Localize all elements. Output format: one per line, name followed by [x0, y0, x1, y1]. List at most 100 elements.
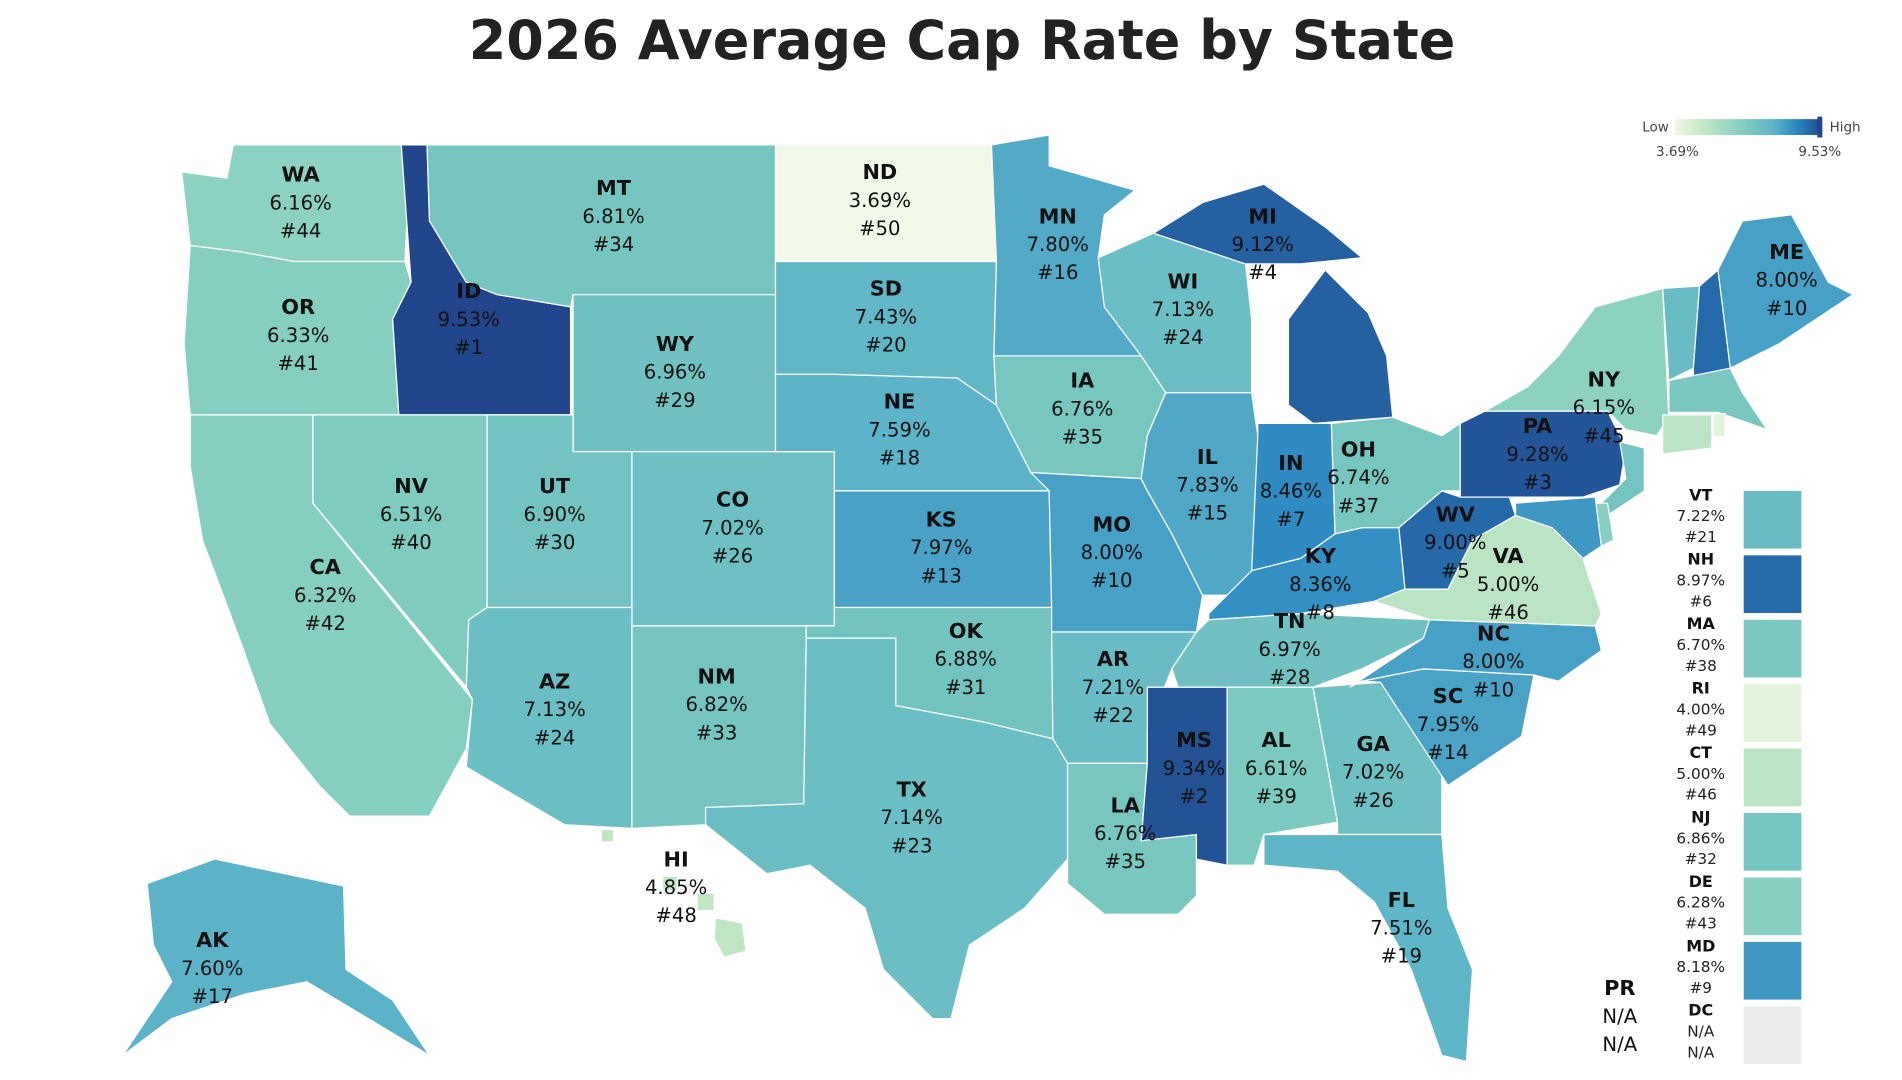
chart-title: 2026 Average Cap Rate by State: [469, 9, 1456, 72]
state-shape: [1712, 412, 1726, 438]
state-labels: WA 6.16% #44 OR 6.33% #41 CA 6.32% #42 ID 9.53% #1 M…: [181, 160, 1818, 1064]
state-rank: #48: [655, 904, 696, 927]
state-code: GA: [1356, 732, 1390, 756]
state-code: WA: [282, 163, 321, 187]
state-shape: [704, 637, 1069, 1020]
state-rank: #17: [192, 985, 233, 1008]
state-shape: [1668, 367, 1769, 431]
state-code: PA: [1523, 414, 1553, 438]
state-code: UT: [539, 474, 571, 498]
state-code: AR: [1097, 647, 1129, 671]
state-code: ME: [1769, 240, 1804, 264]
state-value: 6.61%: [1245, 757, 1307, 780]
state-rank: #41: [277, 352, 318, 375]
callout-swatch: [1743, 555, 1802, 614]
state-value: 9.28%: [1506, 443, 1568, 466]
callout-code: NJ: [1691, 807, 1710, 826]
state-rank: #20: [865, 334, 906, 357]
state-code: IN: [1278, 451, 1303, 475]
callout-value: 4.00%: [1676, 700, 1725, 718]
state-value: 7.83%: [1176, 474, 1238, 497]
state-code: WY: [656, 332, 695, 356]
state-code: KY: [1305, 544, 1337, 568]
state-value: 7.43%: [855, 305, 917, 328]
state-value: 6.74%: [1327, 466, 1389, 489]
state-rank: #34: [593, 233, 634, 256]
callout-swatch: [1743, 813, 1802, 871]
callout-swatch: [1743, 684, 1802, 742]
state-code: NM: [698, 664, 736, 688]
state-value: 5.00%: [1477, 573, 1539, 596]
state-value: 7.59%: [868, 418, 930, 441]
state-rank: #19: [1381, 945, 1422, 968]
state-shape: [1662, 414, 1713, 455]
state-value: 7.60%: [181, 957, 243, 980]
state-code: MO: [1092, 512, 1131, 536]
state-code: LA: [1111, 793, 1141, 817]
state-value: 6.16%: [269, 191, 331, 214]
state-code: TN: [1274, 609, 1306, 633]
callout-rank: #38: [1685, 657, 1717, 675]
state-value: 8.36%: [1289, 573, 1351, 596]
state-shape: [1482, 287, 1670, 437]
callout-rank: N/A: [1687, 1043, 1715, 1061]
state-value: 7.13%: [523, 698, 585, 721]
state-value: 9.53%: [438, 308, 500, 331]
state-rank: #44: [280, 219, 321, 242]
state-rank: #40: [390, 531, 431, 554]
state-rank: #35: [1062, 426, 1103, 449]
state-rank: #35: [1105, 850, 1146, 873]
callout-swatch: [1743, 877, 1802, 936]
callout-code: RI: [1692, 679, 1710, 698]
state-code: SC: [1433, 684, 1463, 708]
state-code: AK: [196, 928, 229, 952]
state-code: MI: [1248, 204, 1277, 228]
state-value: N/A: [1602, 1005, 1637, 1028]
state-value: 6.82%: [685, 693, 747, 716]
callout-rank: #32: [1685, 850, 1717, 868]
state-rank: #3: [1523, 471, 1552, 494]
state-rank: #42: [304, 612, 345, 635]
callout-value: N/A: [1687, 1023, 1715, 1041]
legend: Low High 3.69% 9.53%: [1642, 116, 1861, 160]
state-code: NE: [884, 390, 916, 414]
state-value: 7.02%: [1342, 761, 1404, 784]
state-rank: #23: [891, 834, 932, 857]
legend-marker: [1817, 116, 1823, 138]
state-code: KS: [926, 507, 957, 531]
state-rank: #1: [454, 336, 483, 359]
callout-code: MD: [1686, 936, 1715, 955]
state-rank: #33: [696, 721, 737, 744]
state-rank: #18: [879, 447, 920, 470]
state-code: MN: [1039, 204, 1077, 228]
callout-swatch: [1743, 619, 1802, 678]
callout-rank: #46: [1685, 786, 1717, 804]
state-rank: #26: [712, 545, 753, 568]
state-shape: [600, 828, 747, 958]
state-value: 6.88%: [935, 648, 997, 671]
state-code: NV: [394, 474, 428, 498]
state-rank: #5: [1441, 559, 1470, 582]
state-value: 8.00%: [1755, 269, 1817, 292]
state-value: 7.13%: [1152, 298, 1214, 321]
state-value: 4.85%: [645, 876, 707, 899]
state-code: HI: [664, 847, 689, 871]
state-code: ID: [456, 279, 481, 303]
state-code: ND: [862, 160, 897, 184]
state-rank: #50: [859, 217, 900, 240]
state-value: 6.76%: [1094, 822, 1156, 845]
state-rank: #4: [1248, 261, 1277, 284]
state-code: IL: [1197, 445, 1218, 469]
state-code: AL: [1261, 728, 1290, 752]
state-code: FL: [1388, 888, 1416, 912]
state-rank: #22: [1092, 704, 1133, 727]
state-value: 8.00%: [1081, 541, 1143, 564]
state-value: 6.76%: [1051, 397, 1113, 420]
state-code: WI: [1168, 269, 1199, 293]
state-code: CA: [309, 555, 341, 579]
state-rank: #24: [1162, 326, 1203, 349]
state-shape: [1152, 183, 1394, 425]
callout-rank: #49: [1685, 721, 1717, 739]
callout-value: 6.70%: [1676, 636, 1725, 654]
state-rank: #2: [1179, 785, 1208, 808]
